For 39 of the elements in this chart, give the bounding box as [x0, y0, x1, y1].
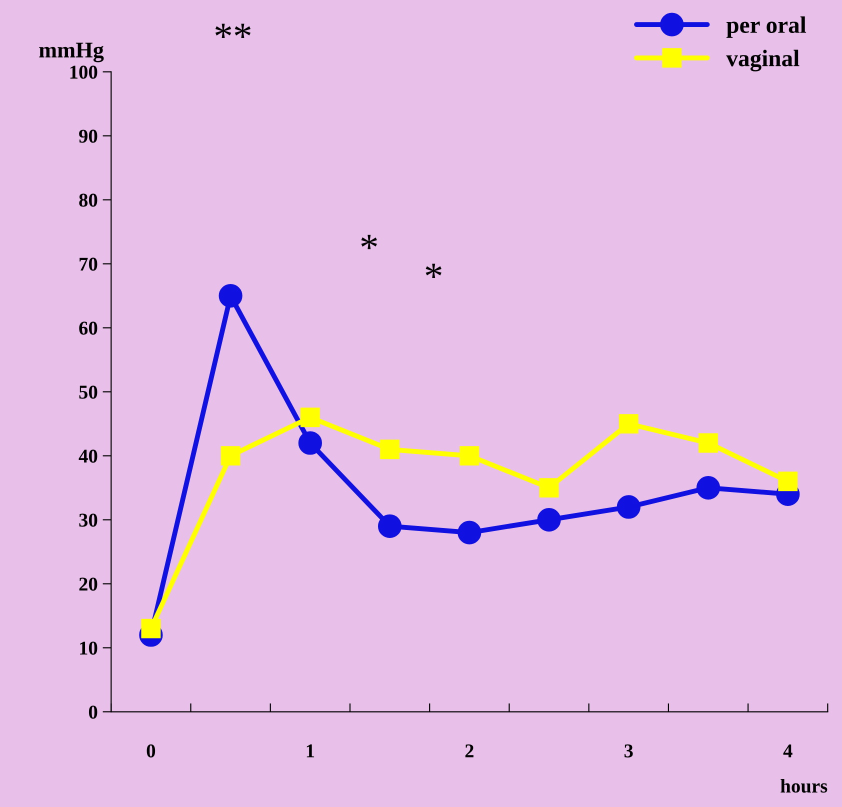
point — [458, 520, 482, 544]
x-tick-label: 2 — [465, 744, 474, 758]
point — [378, 514, 402, 538]
point — [778, 472, 798, 492]
y-axis-title: mmHg — [39, 42, 104, 62]
y-tick-label: 90 — [79, 130, 98, 143]
legend-label: per oral — [726, 16, 806, 38]
point — [698, 433, 718, 453]
point — [218, 284, 242, 308]
annotation: * — [361, 234, 377, 250]
point — [537, 508, 561, 532]
y-tick-label: 70 — [80, 258, 98, 271]
point — [616, 495, 640, 519]
point — [380, 440, 400, 460]
legend-label: vaginal — [726, 50, 800, 72]
x-tick-label: 4 — [783, 744, 792, 758]
y-tick-label: 20 — [79, 578, 98, 591]
point — [618, 414, 638, 434]
y-tick-label: 10 — [80, 642, 98, 655]
point — [141, 618, 161, 638]
point — [460, 446, 480, 466]
y-tick-label: 40 — [78, 450, 98, 463]
y-tick-label: 50 — [79, 386, 98, 399]
point — [300, 408, 320, 428]
point — [696, 476, 720, 500]
x-tick-label: 1 — [306, 744, 314, 758]
point — [539, 478, 559, 498]
y-tick-label: 80 — [79, 194, 98, 207]
text: ** — [215, 24, 251, 38]
annotation: * — [426, 264, 442, 278]
y-tick-label: 100 — [70, 66, 98, 79]
point — [220, 446, 240, 466]
y-tick-label: 0 — [88, 706, 98, 719]
point — [298, 431, 322, 455]
y-tick-label: 60 — [79, 322, 98, 335]
y-tick-label: 30 — [79, 514, 98, 527]
x-tick-label: 3 — [624, 744, 633, 758]
x-tick-label: 0 — [146, 744, 156, 758]
x-axis-title: hours — [780, 778, 828, 793]
